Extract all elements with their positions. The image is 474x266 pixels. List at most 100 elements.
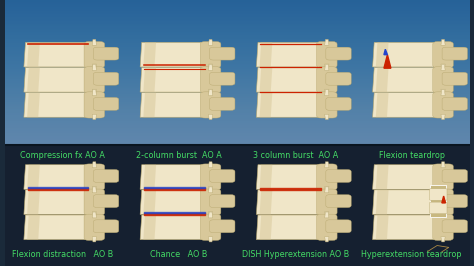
FancyBboxPatch shape <box>317 92 337 118</box>
Polygon shape <box>143 165 156 189</box>
Polygon shape <box>442 196 446 203</box>
Polygon shape <box>373 215 437 240</box>
Polygon shape <box>27 165 40 189</box>
FancyBboxPatch shape <box>93 220 118 233</box>
Text: 2-column burst  AO A: 2-column burst AO A <box>136 151 222 160</box>
Polygon shape <box>376 165 389 189</box>
Text: 3 column burst  AO A: 3 column burst AO A <box>253 151 338 160</box>
Polygon shape <box>441 187 445 193</box>
Polygon shape <box>260 42 273 67</box>
FancyBboxPatch shape <box>442 169 467 182</box>
Polygon shape <box>260 68 273 92</box>
Polygon shape <box>325 212 329 218</box>
Polygon shape <box>373 165 437 189</box>
Bar <box>5 0 470 145</box>
Polygon shape <box>24 165 88 189</box>
Polygon shape <box>441 162 445 168</box>
Polygon shape <box>325 39 329 45</box>
FancyBboxPatch shape <box>433 92 453 118</box>
Polygon shape <box>27 215 40 240</box>
Polygon shape <box>92 212 96 218</box>
FancyBboxPatch shape <box>93 195 118 207</box>
Polygon shape <box>325 211 329 217</box>
Polygon shape <box>140 93 204 117</box>
FancyBboxPatch shape <box>326 72 351 85</box>
FancyBboxPatch shape <box>210 169 235 182</box>
Text: DISH Hyperextension AO B: DISH Hyperextension AO B <box>242 250 349 259</box>
Polygon shape <box>441 89 445 94</box>
Polygon shape <box>441 64 445 69</box>
Polygon shape <box>325 65 329 70</box>
Polygon shape <box>27 42 40 67</box>
Text: Hyperextension teardrop: Hyperextension teardrop <box>361 250 462 259</box>
Polygon shape <box>376 68 389 92</box>
Polygon shape <box>209 162 213 168</box>
Polygon shape <box>441 212 445 218</box>
FancyBboxPatch shape <box>326 47 351 60</box>
Polygon shape <box>373 93 437 117</box>
FancyBboxPatch shape <box>201 67 221 93</box>
Bar <box>430 185 447 217</box>
Polygon shape <box>373 190 437 214</box>
Polygon shape <box>24 93 88 117</box>
Polygon shape <box>92 114 96 119</box>
Polygon shape <box>376 42 389 67</box>
FancyBboxPatch shape <box>442 195 467 207</box>
Polygon shape <box>209 186 213 192</box>
Polygon shape <box>92 39 96 45</box>
Polygon shape <box>92 90 96 95</box>
FancyBboxPatch shape <box>442 72 467 85</box>
Polygon shape <box>260 190 273 214</box>
Polygon shape <box>384 55 391 68</box>
FancyBboxPatch shape <box>93 97 118 110</box>
FancyBboxPatch shape <box>84 164 105 190</box>
Polygon shape <box>140 68 204 92</box>
Polygon shape <box>376 215 389 240</box>
FancyBboxPatch shape <box>442 220 467 233</box>
Polygon shape <box>24 68 88 92</box>
Polygon shape <box>92 162 96 168</box>
Polygon shape <box>256 42 320 67</box>
Polygon shape <box>140 42 204 67</box>
Polygon shape <box>441 186 445 192</box>
Polygon shape <box>24 42 88 67</box>
Polygon shape <box>256 93 320 117</box>
Polygon shape <box>209 212 213 218</box>
Polygon shape <box>24 190 88 214</box>
Polygon shape <box>143 68 156 92</box>
Polygon shape <box>441 39 445 45</box>
Polygon shape <box>256 190 320 214</box>
Polygon shape <box>260 215 273 240</box>
Polygon shape <box>143 190 156 214</box>
FancyBboxPatch shape <box>317 164 337 190</box>
FancyBboxPatch shape <box>201 189 221 215</box>
Polygon shape <box>325 64 329 69</box>
Polygon shape <box>92 187 96 193</box>
Polygon shape <box>209 65 213 70</box>
Polygon shape <box>92 211 96 217</box>
Polygon shape <box>441 114 445 119</box>
Polygon shape <box>27 68 40 92</box>
FancyBboxPatch shape <box>442 97 467 110</box>
Polygon shape <box>325 162 329 168</box>
FancyBboxPatch shape <box>210 195 235 207</box>
Polygon shape <box>92 237 96 242</box>
Polygon shape <box>27 190 40 214</box>
Polygon shape <box>441 90 445 95</box>
Polygon shape <box>209 114 213 119</box>
FancyBboxPatch shape <box>433 67 453 93</box>
FancyBboxPatch shape <box>433 41 453 68</box>
FancyBboxPatch shape <box>317 67 337 93</box>
Polygon shape <box>143 215 156 240</box>
FancyBboxPatch shape <box>317 189 337 215</box>
Polygon shape <box>373 42 437 67</box>
Text: Flexion teardrop: Flexion teardrop <box>379 151 445 160</box>
Polygon shape <box>209 64 213 69</box>
FancyBboxPatch shape <box>433 164 453 190</box>
Polygon shape <box>256 68 320 92</box>
FancyBboxPatch shape <box>201 214 221 240</box>
Polygon shape <box>325 114 329 119</box>
Polygon shape <box>140 215 204 240</box>
FancyBboxPatch shape <box>93 169 118 182</box>
FancyBboxPatch shape <box>326 97 351 110</box>
